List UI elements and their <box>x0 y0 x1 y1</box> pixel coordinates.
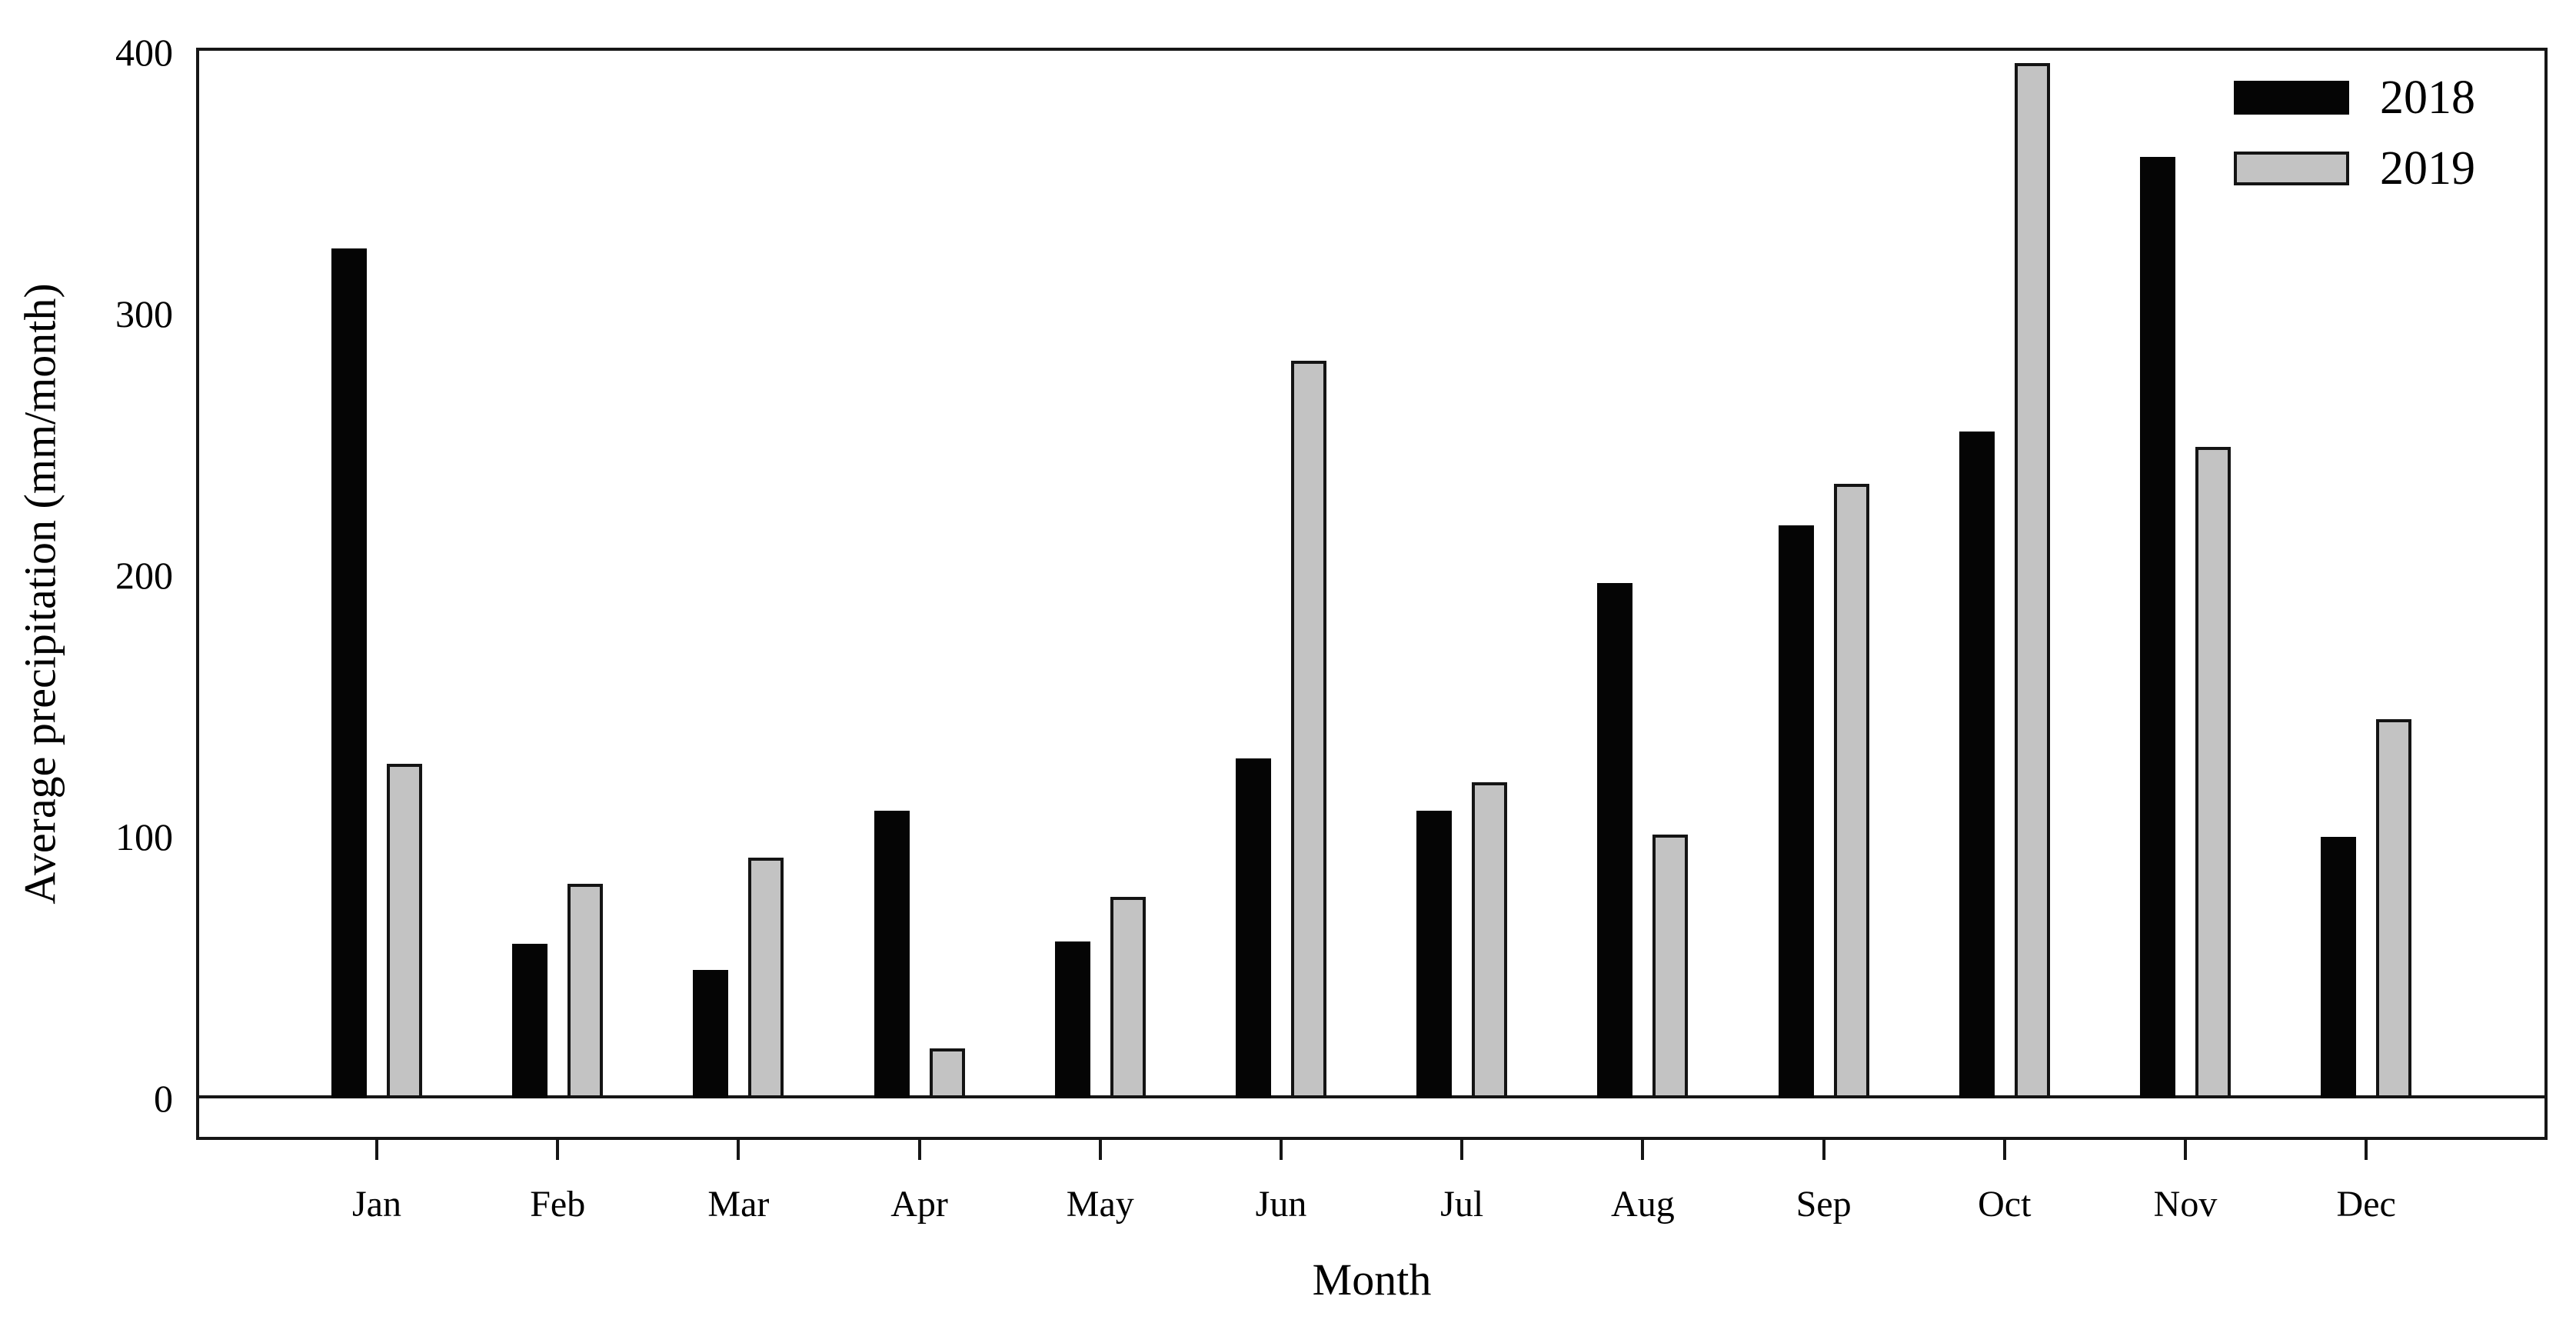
x-tick-label-jan: Jan <box>352 1184 401 1225</box>
x-tick-aug <box>1641 1140 1645 1160</box>
y-tick-label-100: 100 <box>115 815 173 858</box>
bar-2019-feb <box>567 884 604 1098</box>
x-tick-label-sep: Sep <box>1796 1184 1852 1225</box>
x-tick-nov <box>2184 1140 2187 1160</box>
x-tick-feb <box>556 1140 560 1160</box>
bar-2019-jun <box>1291 361 1326 1098</box>
legend: 2018 2019 <box>2234 74 2475 215</box>
bar-2018-jan <box>331 248 367 1098</box>
x-tick-apr <box>917 1140 921 1160</box>
plot-area: 2018 2019 <box>196 48 2548 1140</box>
x-tick-label-dec: Dec <box>2336 1184 2396 1225</box>
bar-2019-oct <box>2014 63 2050 1098</box>
x-tick-label-nov: Nov <box>2153 1184 2218 1225</box>
y-tick-label-0: 0 <box>154 1077 173 1120</box>
bar-2019-may <box>1110 897 1146 1098</box>
x-tick-label-apr: Apr <box>890 1184 948 1225</box>
bar-2018-oct <box>1959 432 1995 1098</box>
x-tick-jun <box>1280 1140 1283 1160</box>
bar-2018-nov <box>2140 157 2175 1098</box>
bar-2019-nov <box>2195 447 2231 1098</box>
bar-2019-apr <box>929 1048 965 1098</box>
x-tick-label-jun: Jun <box>1255 1184 1307 1225</box>
bar-2018-dec <box>2321 837 2357 1098</box>
legend-swatch-2018 <box>2234 81 2349 115</box>
x-axis-title: Month <box>1312 1255 1432 1305</box>
x-tick-label-jul: Jul <box>1440 1184 1484 1225</box>
x-tick-sep <box>1822 1140 1825 1160</box>
bar-2018-apr <box>874 811 910 1098</box>
x-tick-mar <box>737 1140 741 1160</box>
x-tick-label-oct: Oct <box>1978 1184 2032 1225</box>
bar-2018-jun <box>1236 758 1271 1098</box>
y-tick-label-300: 300 <box>115 292 173 335</box>
bar-2018-sep <box>1778 525 1814 1098</box>
bar-2019-sep <box>1833 484 1869 1098</box>
x-tick-label-feb: Feb <box>530 1184 586 1225</box>
bar-2018-feb <box>512 944 548 1098</box>
x-tick-oct <box>2002 1140 2006 1160</box>
bar-2019-jul <box>1472 782 1508 1098</box>
x-tick-label-may: May <box>1066 1184 1134 1225</box>
bar-2019-mar <box>748 858 784 1098</box>
y-tick-label-400: 400 <box>115 31 173 74</box>
legend-item-2018: 2018 <box>2234 74 2475 122</box>
x-tick-jul <box>1460 1140 1464 1160</box>
legend-item-2019: 2019 <box>2234 145 2475 192</box>
x-tick-label-aug: Aug <box>1611 1184 1675 1225</box>
bar-2019-aug <box>1652 835 1689 1098</box>
bar-2018-jul <box>1416 811 1453 1098</box>
legend-label-2019: 2019 <box>2380 142 2475 195</box>
x-tick-may <box>1098 1140 1102 1160</box>
x-tick-dec <box>2365 1140 2368 1160</box>
legend-swatch-2019 <box>2234 152 2349 185</box>
legend-label-2018: 2018 <box>2380 72 2475 124</box>
x-tick-jan <box>375 1140 378 1160</box>
x-tick-label-mar: Mar <box>707 1184 770 1225</box>
y-tick-label-200: 200 <box>115 554 173 597</box>
bar-2018-may <box>1054 941 1090 1098</box>
bar-2018-aug <box>1597 583 1633 1098</box>
bar-2019-dec <box>2376 719 2412 1098</box>
bar-2018-mar <box>693 970 729 1098</box>
x-axis-zero-line <box>199 1095 2544 1098</box>
bar-2019-jan <box>387 764 422 1098</box>
